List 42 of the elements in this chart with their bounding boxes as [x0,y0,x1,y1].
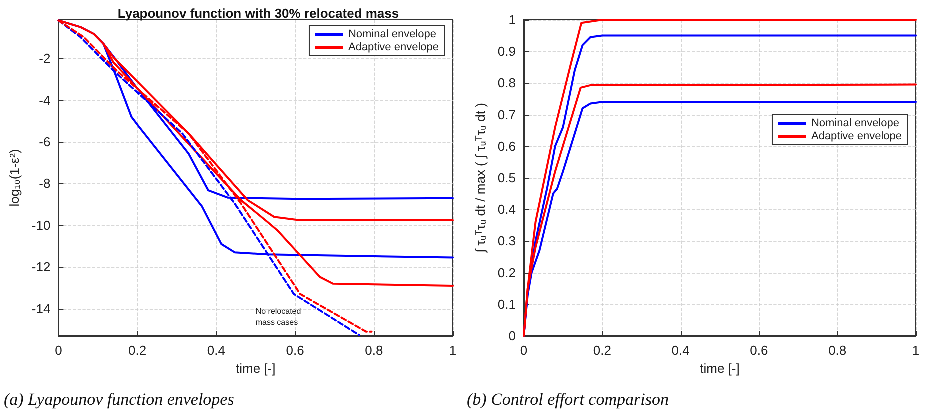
x-tick-label: 0.8 [365,343,384,358]
chart-title: Lyapounov function with 30% relocated mass [118,6,400,21]
y-tick-label: -4 [39,92,51,108]
x-axis-title: time [-] [236,361,276,376]
x-tick-label: 0.4 [207,343,226,358]
legend-label: Adaptive envelope [348,42,439,54]
x-tick-label: 0.4 [672,343,690,358]
y-tick-label: 0.2 [498,265,516,280]
x-tick-label: 1 [912,343,920,358]
y-axis-title: log₁₀(1-ε²) [7,149,22,207]
x-tick-label: 1 [449,343,457,358]
y-tick-label: -8 [39,176,51,192]
y-tick-label: 1 [508,12,516,28]
y-tick-label: 0.7 [498,107,516,122]
y-tick-label: 0.1 [498,296,516,312]
y-tick-label: 0.6 [498,138,516,154]
y-tick-label: -12 [32,260,51,275]
text: (a) Lyapounov function envelopes [4,390,235,409]
y-tick-label: -6 [39,134,51,150]
y-tick-label: 0.3 [498,234,516,249]
y-axis-title: ∫ τᵤᵀτᵤ dt / max ( ∫ τᵤᵀτᵤ dt ) [473,103,488,254]
legend-label: Nominal envelope [811,118,900,130]
x-axis-title: time [-] [700,361,740,376]
y-tick-label: 0.8 [498,76,516,91]
y-tick-label: -10 [32,218,51,233]
y-tick-label: 0 [508,328,516,344]
text: (b) Control effort comparison [467,390,669,409]
y-tick-label: 0.4 [498,202,516,218]
x-tick-label: 0.2 [593,343,612,358]
x-tick-label: 0 [520,343,528,358]
x-tick-label: 0.6 [750,343,768,358]
x-tick-label: 0.2 [128,343,147,358]
x-tick-label: 0.8 [828,343,847,358]
y-tick-label: -14 [32,301,51,316]
annotation: No relocated mass cases [256,307,304,328]
y-tick-label: 0.9 [498,44,516,60]
y-tick-label: -2 [39,51,51,66]
y-tick-label: 0.5 [498,170,516,186]
legend-label: Adaptive envelope [811,130,902,142]
x-tick-label: 0 [55,343,62,358]
x-tick-label: 0.6 [286,343,304,358]
legend-label: Nominal envelope [348,28,437,40]
